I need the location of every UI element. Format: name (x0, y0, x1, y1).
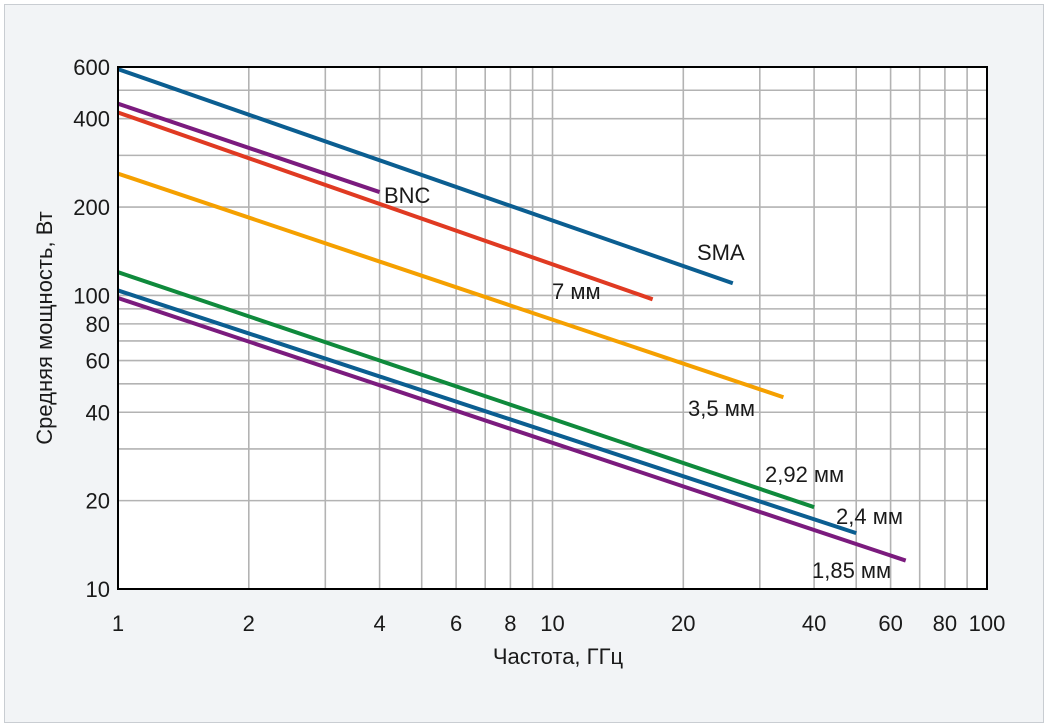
x-tick-label: 1 (112, 611, 124, 636)
series-line (117, 296, 907, 563)
x-tick-label: 4 (373, 611, 385, 636)
x-tick-label: 40 (802, 611, 826, 636)
series-label: SMA (697, 240, 745, 265)
plot-border (117, 66, 988, 590)
y-tick-label: 400 (73, 107, 110, 132)
series-label: 2,92 мм (765, 462, 844, 487)
x-tick-labels: 1 2 4 6 8 10 20 40 60 80 100 (112, 611, 1005, 636)
y-tick-label: 100 (73, 283, 110, 308)
y-tick-labels: 10 20 40 60 80 100 200 400 600 (73, 55, 110, 602)
y-axis-label: Средняя мощность, Вт (32, 211, 57, 444)
series-line (117, 171, 785, 400)
series-label: BNC (384, 183, 431, 208)
x-axis-label: Частота, ГГц (493, 644, 624, 669)
series-line (117, 110, 654, 302)
series-line (117, 101, 381, 194)
series-labels: SMA BNC 7 мм 3,5 мм 2,92 мм 2,4 мм 1,85 мм (384, 183, 903, 583)
x-tick-label: 10 (540, 611, 564, 636)
series-line (117, 67, 734, 286)
x-tick-label: 80 (933, 611, 957, 636)
series-line (117, 288, 857, 536)
grid (118, 67, 987, 589)
y-tick-label: 200 (73, 195, 110, 220)
series-label: 7 мм (552, 279, 601, 304)
y-tick-label: 40 (86, 400, 110, 425)
series-lines (117, 67, 907, 563)
series-label: 2,4 мм (836, 504, 903, 529)
x-tick-label: 2 (243, 611, 255, 636)
series-line (117, 270, 815, 510)
x-tick-label: 6 (450, 611, 462, 636)
y-tick-label: 10 (86, 577, 110, 602)
y-tick-label: 20 (86, 489, 110, 514)
x-tick-label: 100 (969, 611, 1006, 636)
y-tick-label: 600 (73, 55, 110, 80)
series-label: 1,85 мм (812, 558, 891, 583)
series-label: 3,5 мм (688, 396, 755, 421)
y-tick-label: 60 (86, 349, 110, 374)
y-tick-label: 80 (86, 312, 110, 337)
x-tick-label: 60 (878, 611, 902, 636)
x-tick-label: 8 (504, 611, 516, 636)
x-tick-label: 20 (671, 611, 695, 636)
